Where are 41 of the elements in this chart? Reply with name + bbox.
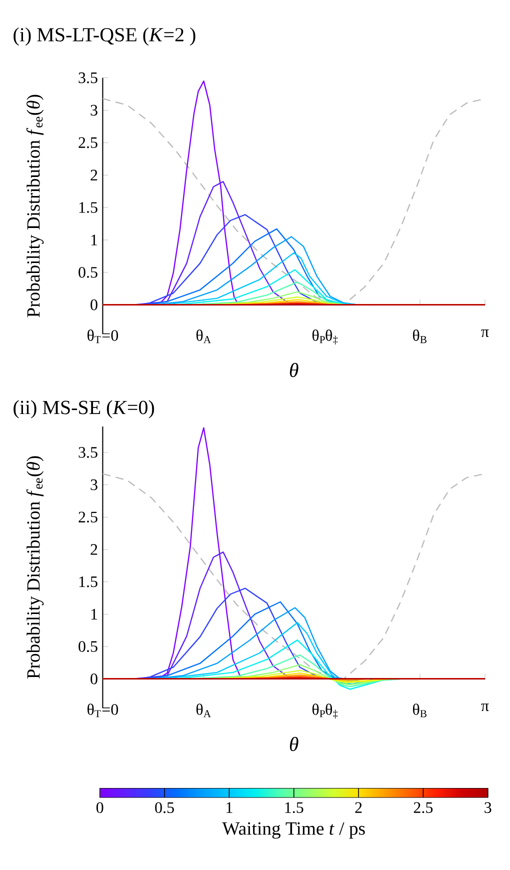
chart-title: (ii) MS-SE (K=0)	[14, 400, 154, 418]
color-bar-label: 2	[355, 802, 362, 813]
x-tick-label: θ$_{T}$=0	[88, 704, 118, 718]
color-bar-label: 1	[226, 802, 232, 813]
chart-title: (i) MS-LT-QSE (K=2 )	[14, 27, 196, 46]
x-tick-label: θ$_{T}$=0	[88, 330, 118, 344]
x-tick-label: π	[481, 704, 489, 712]
y-tick-label: 2	[90, 544, 98, 555]
y-tick-label: 0	[90, 299, 98, 310]
y-tick-label: 1	[91, 608, 98, 620]
x-tick-label: θ$_{A}$	[196, 330, 211, 344]
y-tick-label: 1.5	[79, 202, 98, 213]
x-axis-title: θ	[290, 736, 298, 752]
color-bar-label: 2.5	[414, 802, 433, 814]
y-axis-title: Probability Distribution f$_{ee}$(θ)	[26, 94, 44, 318]
y-tick-label: 3	[90, 479, 98, 490]
color-bar-label: 3	[484, 802, 492, 813]
y-tick-label: 2.5	[78, 512, 98, 523]
x-tick-label: θ$_{B}$	[412, 704, 426, 718]
x-tick-label: π	[481, 330, 489, 338]
y-tick-label: 0.5	[78, 266, 98, 278]
x-tick-label: θ$_{A}$	[196, 704, 211, 718]
y-axis-title: Probability Distribution f$_{ee}$(θ)	[26, 456, 44, 679]
x-tick-label: θ$_{B}$	[412, 330, 426, 344]
x-axis-title: θ	[290, 362, 298, 378]
x-tick-label: θ$_{‡}$	[326, 704, 338, 718]
y-tick-label: 0	[90, 673, 98, 684]
color-bar-label: 0.5	[155, 802, 174, 814]
y-tick-label: 2	[90, 170, 98, 180]
x-tick-label: θ$_{P}$	[312, 704, 325, 718]
y-tick-label: 3.5	[78, 72, 98, 84]
y-tick-label: 1	[91, 234, 98, 246]
y-tick-label: 0.5	[78, 641, 98, 652]
color-bar-title: Waiting Time t / ps	[222, 822, 365, 839]
y-tick-label: 3.5	[78, 447, 98, 458]
x-tick-label: θ$_{‡}$	[326, 330, 338, 344]
y-tick-label: 1.5	[79, 576, 98, 588]
color-bar-label: 1.5	[285, 802, 304, 814]
x-tick-label: θ$_{P}$	[312, 330, 325, 344]
y-tick-label: 3	[90, 104, 98, 116]
y-tick-label: 2.5	[78, 137, 98, 148]
